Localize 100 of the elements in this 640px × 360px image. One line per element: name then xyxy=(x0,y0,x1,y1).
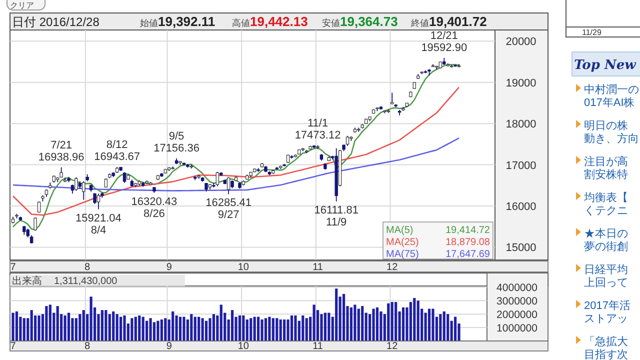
annotation: 11/9 xyxy=(326,216,347,228)
text: 2017年活 xyxy=(584,300,630,312)
bar xyxy=(439,314,442,341)
text: 夢の街創 xyxy=(584,240,628,253)
annotation: 出来高 xyxy=(12,275,42,287)
candlestick xyxy=(226,176,230,195)
text: 上回って xyxy=(584,276,628,289)
text: ストアッ xyxy=(584,313,628,325)
candlestick xyxy=(104,178,108,188)
annotation: 16943.67 xyxy=(94,151,140,164)
text: 注目が高 xyxy=(584,155,628,168)
annotation: 9/27 xyxy=(218,209,240,222)
bar xyxy=(246,319,248,341)
x-tick-label: 9 xyxy=(166,341,172,352)
x-tick-label: 11 xyxy=(312,262,324,273)
annotation: 17,647.69 xyxy=(446,249,490,260)
bar xyxy=(305,318,308,341)
candlestick xyxy=(96,193,100,210)
bar xyxy=(264,318,268,341)
annotation: 9/5 xyxy=(168,130,184,142)
bar xyxy=(454,316,457,341)
bar xyxy=(279,319,282,341)
bar xyxy=(146,320,148,341)
bar xyxy=(276,318,278,341)
bar xyxy=(390,302,394,341)
text: 19,392.11 xyxy=(158,14,216,29)
bar xyxy=(175,315,178,341)
text: 19,401.72 xyxy=(429,14,487,29)
bar xyxy=(250,318,252,341)
text: クリア xyxy=(10,1,34,10)
candlestick xyxy=(82,180,86,200)
candlestick xyxy=(122,172,126,184)
annotation: 1,311,430,000 xyxy=(54,276,118,287)
text: 日経平均 xyxy=(584,264,628,276)
candlestick xyxy=(22,225,26,236)
bar xyxy=(361,306,364,341)
bar xyxy=(350,307,353,341)
bar xyxy=(204,320,208,341)
x-tick-label: 11 xyxy=(312,341,324,352)
bar xyxy=(30,310,33,341)
text: 割安株特 xyxy=(584,168,628,181)
annotation: 16111.81 xyxy=(314,204,358,216)
x-tick-label: 9 xyxy=(166,262,172,273)
bar xyxy=(15,311,18,341)
y-tick-label: 4000000 xyxy=(496,282,538,294)
text: 始値 xyxy=(140,18,158,28)
bar xyxy=(172,311,174,341)
x-tick-label: 8 xyxy=(84,341,91,352)
bar xyxy=(320,314,323,341)
annotation: 8/12 xyxy=(106,139,128,152)
bar xyxy=(238,315,242,341)
bar xyxy=(74,318,78,341)
bar xyxy=(268,316,271,341)
bar xyxy=(357,308,360,341)
text: 「急拡大 xyxy=(584,335,628,348)
bar xyxy=(260,319,264,341)
bar xyxy=(335,288,338,341)
bar xyxy=(138,315,141,341)
bar xyxy=(198,316,200,341)
bar xyxy=(387,303,390,341)
bar xyxy=(190,314,193,341)
annotation: 17156.36 xyxy=(154,142,200,154)
y-tick-label: 2000000 xyxy=(496,309,538,322)
bar xyxy=(160,319,163,341)
text: 動き、方向 xyxy=(584,132,639,145)
text: 終値 xyxy=(410,18,429,28)
text: くテクニ xyxy=(584,205,628,217)
bar xyxy=(178,316,182,341)
bar xyxy=(283,319,286,341)
bar xyxy=(22,318,26,341)
bar xyxy=(116,314,118,341)
bar xyxy=(104,310,108,341)
text: 11/29 xyxy=(582,28,602,37)
candlestick xyxy=(346,135,350,146)
candlestick xyxy=(74,176,78,192)
bar xyxy=(328,312,330,341)
text: 安値 xyxy=(322,18,340,28)
y-tick-label: 15000 xyxy=(506,242,536,254)
bar xyxy=(257,316,260,341)
annotation: 19592.90 xyxy=(421,42,468,54)
bar xyxy=(324,312,326,341)
bar xyxy=(413,298,416,341)
bar xyxy=(394,302,398,341)
bar xyxy=(416,300,420,341)
bar xyxy=(194,316,196,341)
bar xyxy=(312,304,316,341)
bar xyxy=(156,320,160,341)
annotation: 11/1 xyxy=(307,117,328,130)
x-tick-label: 10 xyxy=(238,262,250,273)
bar xyxy=(442,311,446,341)
bar xyxy=(123,315,126,341)
annotation: 17473.12 xyxy=(294,129,341,142)
bar xyxy=(253,316,256,341)
bar xyxy=(67,312,70,341)
bar xyxy=(112,311,115,341)
annotation: 16938.96 xyxy=(38,151,84,164)
bar xyxy=(38,315,40,341)
bar xyxy=(134,316,137,341)
bar xyxy=(182,316,186,341)
bar xyxy=(152,322,156,341)
